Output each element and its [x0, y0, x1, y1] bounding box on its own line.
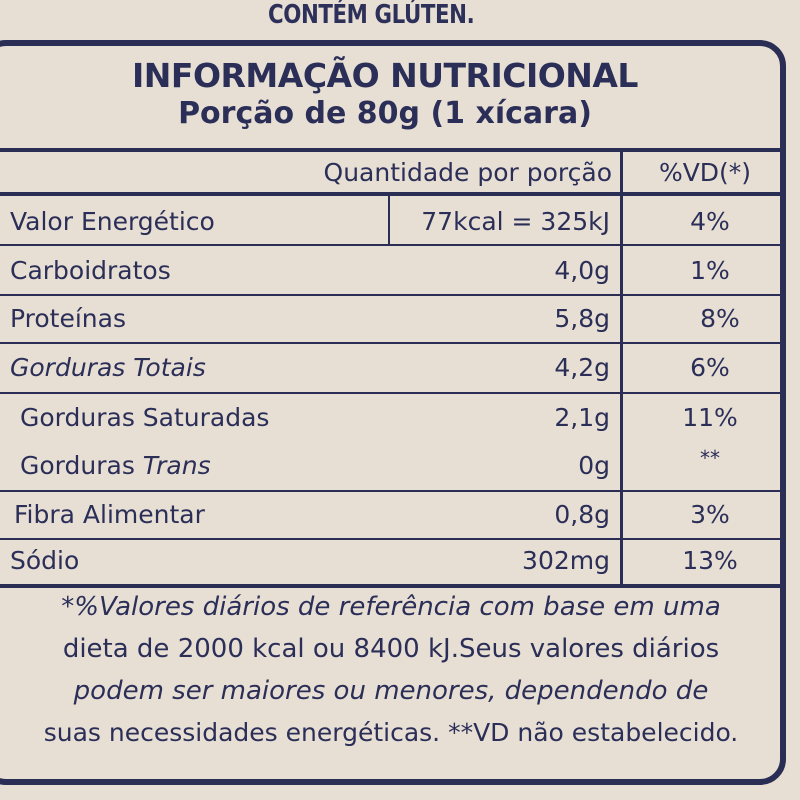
- row-name: Sódio: [10, 546, 80, 575]
- footnote-line: podem ser maiores ou menores, dependendo…: [73, 676, 709, 706]
- row-name: Proteínas: [10, 304, 126, 333]
- row-quantity: 0,8g: [554, 500, 610, 529]
- row-name: Valor Energético: [10, 207, 215, 236]
- rule-row-7: [0, 538, 782, 540]
- row-name-prefix: Gorduras: [20, 451, 143, 480]
- row-quantity: 2,1g: [554, 403, 610, 432]
- footnote-line: dieta de 2000 kcal ou 8400 kJ.Seus valor…: [62, 634, 720, 664]
- allergen-warning: CONTÉM GLÚTEN.: [268, 0, 475, 30]
- rule-row-4: [0, 392, 782, 394]
- row-name: Gorduras Saturadas: [20, 403, 270, 432]
- row-dv: 3%: [690, 500, 730, 529]
- row-quantity: 5,8g: [554, 304, 610, 333]
- row-dv: **: [700, 446, 720, 470]
- rule-under-serving: [0, 148, 782, 152]
- row-dv: 6%: [690, 353, 730, 382]
- row-quantity: 302mg: [522, 546, 610, 575]
- col-divider-qty-left: [388, 194, 390, 244]
- row-dv: 11%: [682, 403, 738, 432]
- header-dv: %VD(*): [658, 158, 752, 187]
- row-quantity: 4,0g: [554, 256, 610, 285]
- row-name: Fibra Alimentar: [14, 500, 205, 529]
- footnote-line: *%Valores diários de referência com base…: [61, 592, 721, 622]
- col-divider-dv: [620, 150, 623, 586]
- rule-row-6: [0, 490, 782, 492]
- row-name-trans: Trans: [142, 451, 211, 480]
- rule-above-footnote: [0, 584, 782, 588]
- rule-row-3: [0, 342, 782, 344]
- row-name: Carboidratos: [10, 256, 171, 285]
- row-quantity: 77kcal = 325kJ: [421, 207, 610, 236]
- header-quantity: Quantidade por porção: [323, 158, 612, 187]
- rule-row-2: [0, 294, 782, 296]
- row-quantity: 0g: [578, 451, 610, 480]
- row-dv: 8%: [700, 304, 740, 333]
- nutrition-panel: [0, 40, 786, 785]
- row-dv: 4%: [690, 207, 730, 236]
- row-dv: 13%: [682, 546, 738, 575]
- footnote-line: suas necessidades energéticas. **VD não …: [43, 718, 739, 747]
- row-name: Gorduras Totais: [10, 353, 206, 382]
- rule-under-header: [0, 192, 782, 196]
- row-quantity: 4,2g: [554, 353, 610, 382]
- rule-row-1: [0, 244, 782, 246]
- row-name: Gorduras Trans: [20, 451, 211, 480]
- label-title: INFORMAÇÃO NUTRICIONAL: [132, 56, 638, 95]
- serving-size: Porção de 80g (1 xícara): [178, 96, 592, 131]
- row-dv: 1%: [690, 256, 730, 285]
